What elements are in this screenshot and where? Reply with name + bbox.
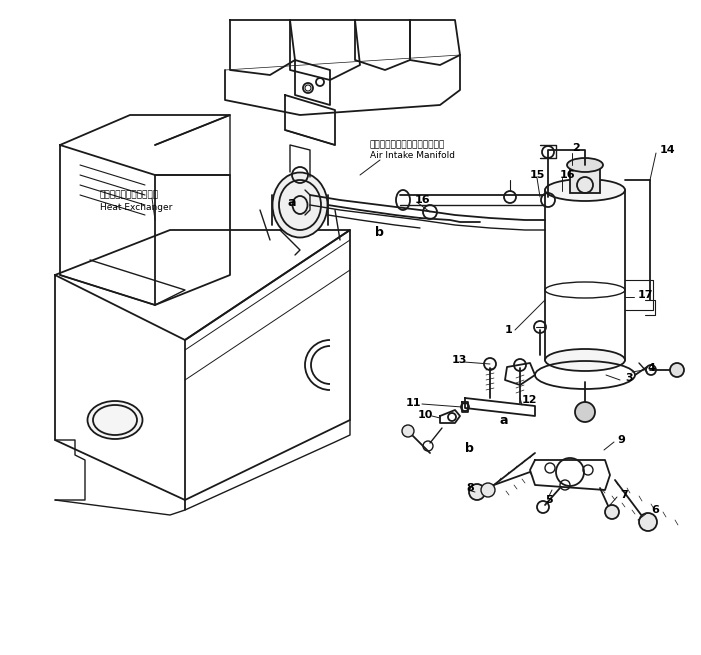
Ellipse shape xyxy=(88,401,142,439)
Circle shape xyxy=(605,505,619,519)
Text: 15: 15 xyxy=(530,170,545,180)
Text: 14: 14 xyxy=(660,145,676,155)
Text: 9: 9 xyxy=(617,435,625,445)
Text: 7: 7 xyxy=(620,490,628,500)
Text: 16: 16 xyxy=(560,170,576,180)
Bar xyxy=(570,165,600,193)
Circle shape xyxy=(481,483,495,497)
Circle shape xyxy=(670,363,684,377)
Text: 11: 11 xyxy=(406,398,421,408)
Text: a: a xyxy=(287,196,296,210)
Ellipse shape xyxy=(545,349,625,371)
Ellipse shape xyxy=(545,179,625,201)
Text: 2: 2 xyxy=(572,143,580,153)
Text: 6: 6 xyxy=(651,505,659,515)
Text: 5: 5 xyxy=(545,495,552,505)
Text: 13: 13 xyxy=(452,355,468,365)
Text: 4: 4 xyxy=(647,363,655,373)
Text: 3: 3 xyxy=(625,373,632,383)
Text: ヒートエクスチェンジャ: ヒートエクスチェンジャ xyxy=(100,191,159,200)
Text: 8: 8 xyxy=(466,483,474,493)
Circle shape xyxy=(575,402,595,422)
Text: Heat Exchanger: Heat Exchanger xyxy=(100,202,172,212)
Text: b: b xyxy=(375,227,384,240)
Circle shape xyxy=(469,484,485,500)
Text: 10: 10 xyxy=(418,410,433,420)
Text: 16: 16 xyxy=(415,195,430,205)
Text: Air Intake Manifold: Air Intake Manifold xyxy=(370,151,455,160)
Text: b: b xyxy=(465,441,474,455)
Circle shape xyxy=(402,425,414,437)
Circle shape xyxy=(639,513,657,531)
Text: 12: 12 xyxy=(522,395,538,405)
Ellipse shape xyxy=(273,172,327,238)
Text: 1: 1 xyxy=(505,325,512,335)
Text: エアーインテークマニホールド: エアーインテークマニホールド xyxy=(370,141,445,149)
Text: a: a xyxy=(500,413,508,426)
Text: 17: 17 xyxy=(638,290,653,300)
Ellipse shape xyxy=(567,158,603,172)
